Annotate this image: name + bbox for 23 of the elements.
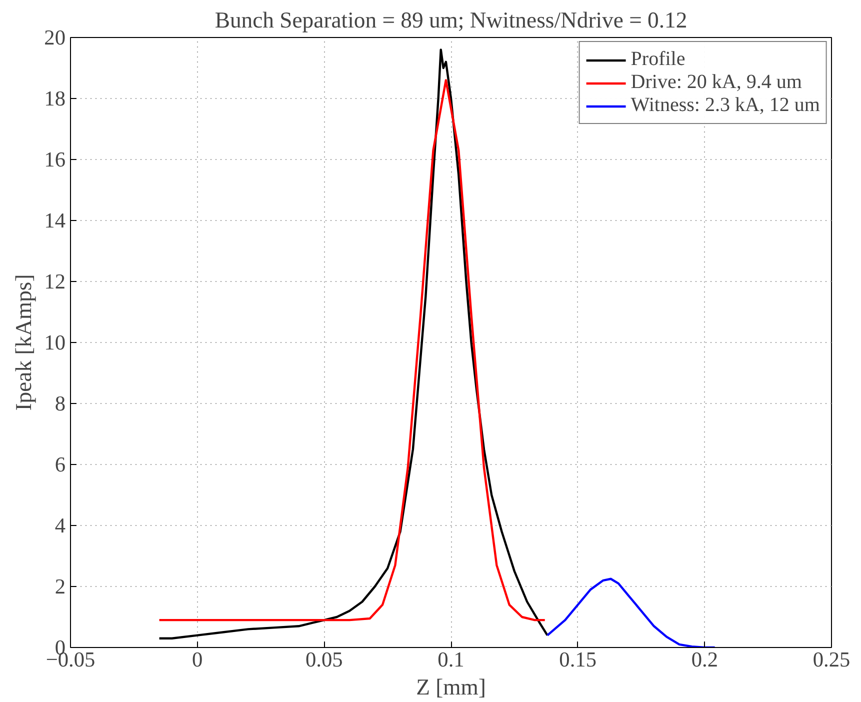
x-tick-label: 0.15 <box>559 648 596 672</box>
y-tick-label: 14 <box>44 208 66 232</box>
y-tick-label: 10 <box>44 330 66 354</box>
x-tick-label: 0.2 <box>691 648 718 672</box>
y-tick-label: 8 <box>54 392 66 416</box>
x-tick-label: 0.25 <box>812 648 850 672</box>
x-axis-title: Z [mm] <box>416 674 486 700</box>
x-tick-label: 0.1 <box>438 648 464 672</box>
y-tick-label: 12 <box>44 270 66 294</box>
y-tick-label: 6 <box>54 452 66 476</box>
legend-label: Profile <box>630 48 686 71</box>
y-axis-title: Ipeak [kAmps] <box>11 274 36 411</box>
y-tick-label: 2 <box>54 574 66 598</box>
y-tick-label: 4 <box>54 514 66 538</box>
y-tick-label: 18 <box>44 86 66 110</box>
legend-label: Drive: 20 kA, 9.4 um <box>630 71 802 94</box>
y-tick-label: 16 <box>44 148 66 172</box>
chart-title: Bunch Separation = 89 um; Nwitness/Ndrive = 0.12 <box>214 8 688 32</box>
x-tick-label: 0 <box>192 648 203 672</box>
legend-label: Witness: 2.3 kA, 12 um <box>630 94 820 117</box>
line-series <box>546 578 716 648</box>
y-tick-label: 20 <box>44 26 66 50</box>
x-tick-label: 0.05 <box>306 648 343 672</box>
